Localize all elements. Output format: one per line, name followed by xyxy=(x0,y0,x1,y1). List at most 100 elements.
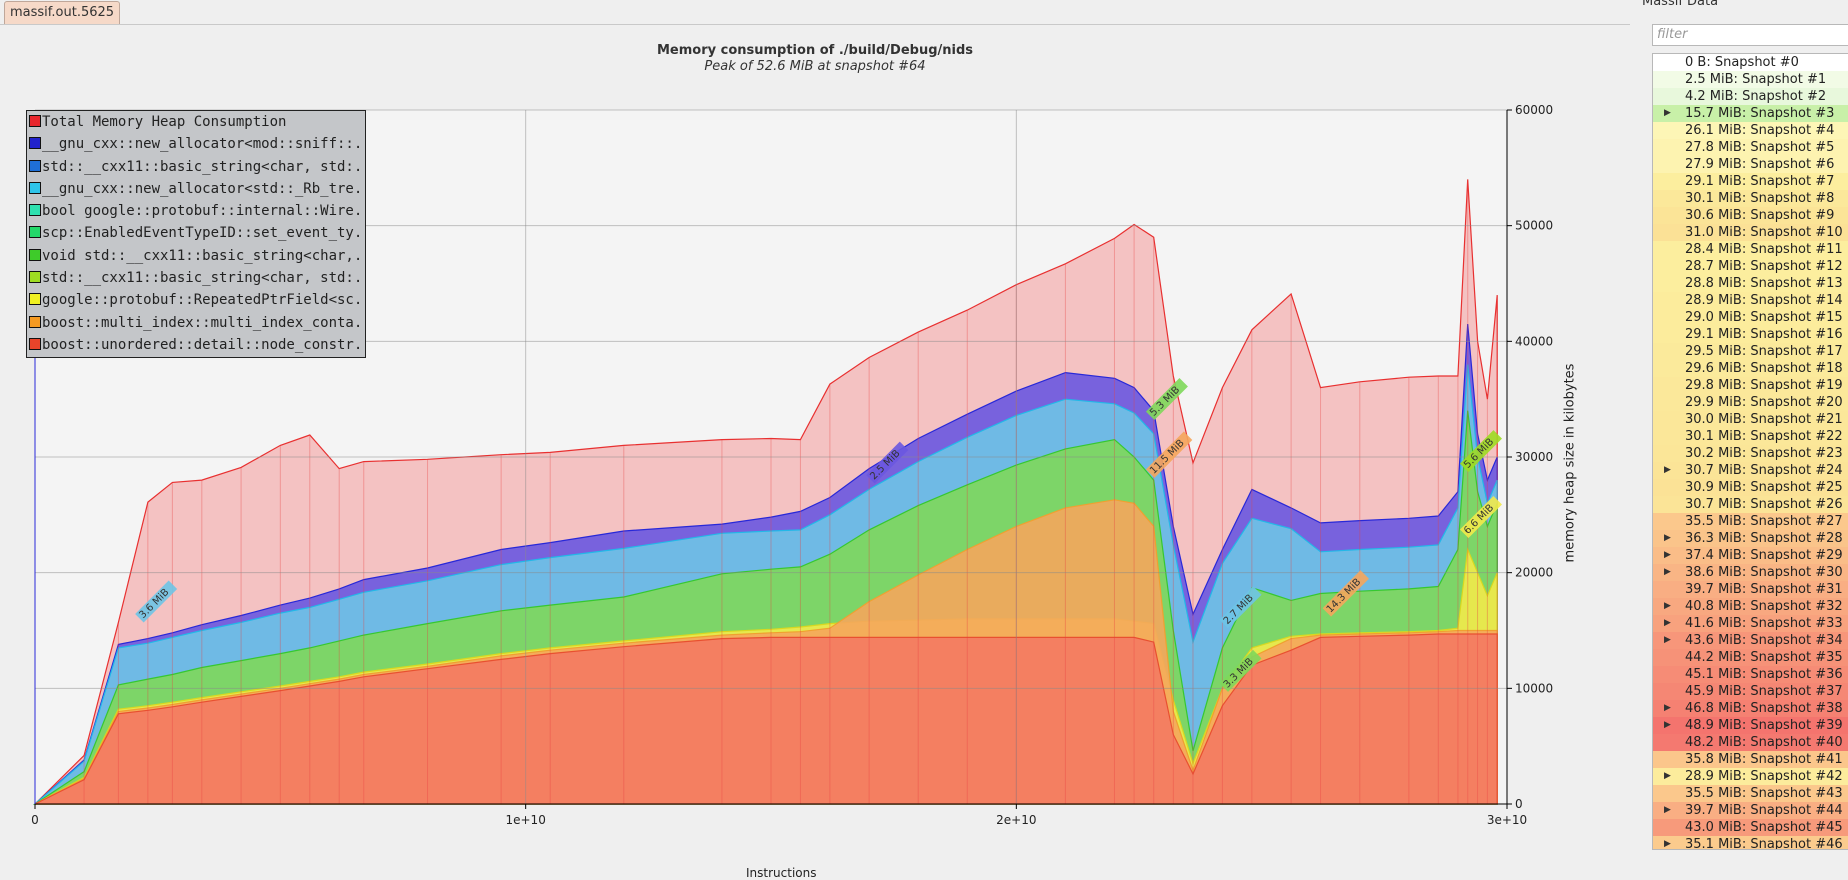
snapshot-item[interactable]: 26.1 MiB: Snapshot #4 xyxy=(1653,122,1848,139)
snapshot-item[interactable]: ▶ 41.6 MiB: Snapshot #33 xyxy=(1653,615,1848,632)
legend-item[interactable]: boost::unordered::detail::node_constr.. xyxy=(27,334,365,356)
snapshot-item[interactable]: ▶ 15.7 MiB: Snapshot #3 xyxy=(1653,105,1848,122)
expand-arrow-icon[interactable]: ▶ xyxy=(1664,533,1671,543)
legend-item[interactable]: std::__cxx11::basic_string<char, std:.. xyxy=(27,267,365,289)
snapshot-item[interactable]: 45.1 MiB: Snapshot #36 xyxy=(1653,666,1848,683)
snapshot-item[interactable]: ▶ 36.3 MiB: Snapshot #28 xyxy=(1653,530,1848,547)
x-axis-label: Instructions xyxy=(746,866,817,880)
snapshot-item[interactable]: ▶ 37.4 MiB: Snapshot #29 xyxy=(1653,547,1848,564)
expand-arrow-icon[interactable]: ▶ xyxy=(1664,805,1671,815)
snapshot-item[interactable]: 29.5 MiB: Snapshot #17 xyxy=(1653,343,1848,360)
snapshot-item[interactable]: 29.1 MiB: Snapshot #7 xyxy=(1653,173,1848,190)
snapshot-item[interactable]: 30.6 MiB: Snapshot #9 xyxy=(1653,207,1848,224)
snapshot-label: 30.6 MiB: Snapshot #9 xyxy=(1685,208,1835,223)
snapshot-item[interactable]: ▶ 38.6 MiB: Snapshot #30 xyxy=(1653,564,1848,581)
snapshot-item[interactable]: 43.0 MiB: Snapshot #45 xyxy=(1653,819,1848,836)
snapshot-label: 35.1 MiB: Snapshot #46 xyxy=(1685,837,1843,850)
snapshot-label: 30.1 MiB: Snapshot #8 xyxy=(1685,191,1835,206)
snapshot-item[interactable]: 30.7 MiB: Snapshot #26 xyxy=(1653,496,1848,513)
snapshot-list[interactable]: 0 B: Snapshot #0 2.5 MiB: Snapshot #1 4.2 … xyxy=(1652,53,1848,850)
annotation-bg xyxy=(1459,430,1502,473)
snapshot-item[interactable]: 30.0 MiB: Snapshot #21 xyxy=(1653,411,1848,428)
snapshot-item[interactable]: 4.2 MiB: Snapshot #2 xyxy=(1653,88,1848,105)
snapshot-item[interactable]: 35.5 MiB: Snapshot #43 xyxy=(1653,785,1848,802)
annotation-bg xyxy=(1322,570,1369,617)
snapshot-item[interactable]: ▶ 43.6 MiB: Snapshot #34 xyxy=(1653,632,1848,649)
legend-item[interactable]: __gnu_cxx::new_allocator<mod::sniff::.. xyxy=(27,133,365,155)
file-tab[interactable]: massif.out.5625 xyxy=(4,1,121,24)
expand-arrow-icon[interactable]: ▶ xyxy=(1664,567,1671,577)
snapshot-item[interactable]: ▶ 39.7 MiB: Snapshot #44 xyxy=(1653,802,1848,819)
snapshot-item[interactable]: 29.0 MiB: Snapshot #15 xyxy=(1653,309,1848,326)
legend-item[interactable]: google::protobuf::RepeatedPtrField<sc.. xyxy=(27,289,365,311)
snapshot-item[interactable]: 28.4 MiB: Snapshot #11 xyxy=(1653,241,1848,258)
snapshot-item[interactable]: 29.8 MiB: Snapshot #19 xyxy=(1653,377,1848,394)
legend-item[interactable]: boost::multi_index::multi_index_conta.. xyxy=(27,312,365,334)
snapshot-item[interactable]: 29.9 MiB: Snapshot #20 xyxy=(1653,394,1848,411)
legend-item[interactable]: void std::__cxx11::basic_string<char,.. xyxy=(27,245,365,267)
snapshot-label: 29.0 MiB: Snapshot #15 xyxy=(1685,310,1843,325)
y-tick-label: 10000 xyxy=(1515,681,1553,695)
expand-arrow-icon[interactable]: ▶ xyxy=(1664,771,1671,781)
snapshot-item[interactable]: 30.2 MiB: Snapshot #23 xyxy=(1653,445,1848,462)
legend-item[interactable]: scp::EnabledEventTypeID::set_event_ty.. xyxy=(27,222,365,244)
snapshot-item[interactable]: ▶ 48.9 MiB: Snapshot #39 xyxy=(1653,717,1848,734)
snapshot-item[interactable]: ▶ 35.1 MiB: Snapshot #46 xyxy=(1653,836,1848,850)
snapshot-item[interactable]: ▶ 28.9 MiB: Snapshot #42 xyxy=(1653,768,1848,785)
legend-item[interactable]: Total Memory Heap Consumption xyxy=(27,111,365,133)
y-tick-label: 20000 xyxy=(1515,566,1553,580)
snapshot-item[interactable]: ▶ 46.8 MiB: Snapshot #38 xyxy=(1653,700,1848,717)
snapshot-label: 27.8 MiB: Snapshot #5 xyxy=(1685,140,1835,155)
legend-item[interactable]: bool google::protobuf::internal::Wire.. xyxy=(27,200,365,222)
legend-label: boost::unordered::detail::node_constr.. xyxy=(42,336,365,353)
expand-arrow-icon[interactable]: ▶ xyxy=(1664,635,1671,645)
snapshot-item[interactable]: 29.6 MiB: Snapshot #18 xyxy=(1653,360,1848,377)
snapshot-item[interactable]: 39.7 MiB: Snapshot #31 xyxy=(1653,581,1848,598)
snapshot-item[interactable]: 30.9 MiB: Snapshot #25 xyxy=(1653,479,1848,496)
snapshot-item[interactable]: 2.5 MiB: Snapshot #1 xyxy=(1653,71,1848,88)
snapshot-item[interactable]: 30.1 MiB: Snapshot #22 xyxy=(1653,428,1848,445)
snapshot-label: 29.1 MiB: Snapshot #16 xyxy=(1685,327,1843,342)
memory-chart[interactable]: 0 10000 20000 30000 40000 50000 60000 0 1e+10 2e+… xyxy=(0,26,1640,848)
legend-swatch xyxy=(29,337,41,350)
snapshot-item[interactable]: 29.1 MiB: Snapshot #16 xyxy=(1653,326,1848,343)
snapshot-label: 4.2 MiB: Snapshot #2 xyxy=(1685,89,1827,104)
massif-data-panel: Massif Data filter 0 B: Snapshot #0 2.5 M… xyxy=(1640,0,1848,850)
chart-legend[interactable]: Total Memory Heap Consumption __gnu_cxx::… xyxy=(26,110,366,358)
snapshot-item[interactable]: 45.9 MiB: Snapshot #37 xyxy=(1653,683,1848,700)
snapshot-item[interactable]: 44.2 MiB: Snapshot #35 xyxy=(1653,649,1848,666)
snapshot-item[interactable]: 28.9 MiB: Snapshot #14 xyxy=(1653,292,1848,309)
snapshot-label: 35.8 MiB: Snapshot #41 xyxy=(1685,752,1843,767)
expand-arrow-icon[interactable]: ▶ xyxy=(1664,839,1671,849)
x-tick-label: 2e+10 xyxy=(996,813,1036,827)
snapshot-item[interactable]: 35.8 MiB: Snapshot #41 xyxy=(1653,751,1848,768)
snapshot-item[interactable]: ▶ 40.8 MiB: Snapshot #32 xyxy=(1653,598,1848,615)
expand-arrow-icon[interactable]: ▶ xyxy=(1664,550,1671,560)
snapshot-item[interactable]: 0 B: Snapshot #0 xyxy=(1653,54,1848,71)
snapshot-label: 29.8 MiB: Snapshot #19 xyxy=(1685,378,1843,393)
snapshot-item[interactable]: 31.0 MiB: Snapshot #10 xyxy=(1653,224,1848,241)
expand-arrow-icon[interactable]: ▶ xyxy=(1664,108,1671,118)
annotation-bg xyxy=(1459,496,1502,539)
expand-arrow-icon[interactable]: ▶ xyxy=(1664,703,1671,713)
legend-item[interactable]: std::__cxx11::basic_string<char, std:.. xyxy=(27,156,365,178)
snapshot-item[interactable]: ▶ 30.7 MiB: Snapshot #24 xyxy=(1653,462,1848,479)
expand-arrow-icon[interactable]: ▶ xyxy=(1664,465,1671,475)
snapshot-item[interactable]: 28.7 MiB: Snapshot #12 xyxy=(1653,258,1848,275)
snapshot-item[interactable]: 27.8 MiB: Snapshot #5 xyxy=(1653,139,1848,156)
snapshot-item[interactable]: 28.8 MiB: Snapshot #13 xyxy=(1653,275,1848,292)
filter-input[interactable]: filter xyxy=(1652,24,1848,46)
expand-arrow-icon[interactable]: ▶ xyxy=(1664,601,1671,611)
expand-arrow-icon[interactable]: ▶ xyxy=(1664,618,1671,628)
snapshot-item[interactable]: 35.5 MiB: Snapshot #27 xyxy=(1653,513,1848,530)
snapshot-label: 28.8 MiB: Snapshot #13 xyxy=(1685,276,1843,291)
x-tick-label: 1e+10 xyxy=(505,813,545,827)
legend-label: void std::__cxx11::basic_string<char,.. xyxy=(42,247,365,264)
snapshot-item[interactable]: 27.9 MiB: Snapshot #6 xyxy=(1653,156,1848,173)
snapshot-item[interactable]: 30.1 MiB: Snapshot #8 xyxy=(1653,190,1848,207)
snapshot-label: 26.1 MiB: Snapshot #4 xyxy=(1685,123,1835,138)
legend-item[interactable]: __gnu_cxx::new_allocator<std::_Rb_tre.. xyxy=(27,178,365,200)
tab-bar-divider xyxy=(0,24,1630,25)
expand-arrow-icon[interactable]: ▶ xyxy=(1664,720,1671,730)
snapshot-item[interactable]: 48.2 MiB: Snapshot #40 xyxy=(1653,734,1848,751)
